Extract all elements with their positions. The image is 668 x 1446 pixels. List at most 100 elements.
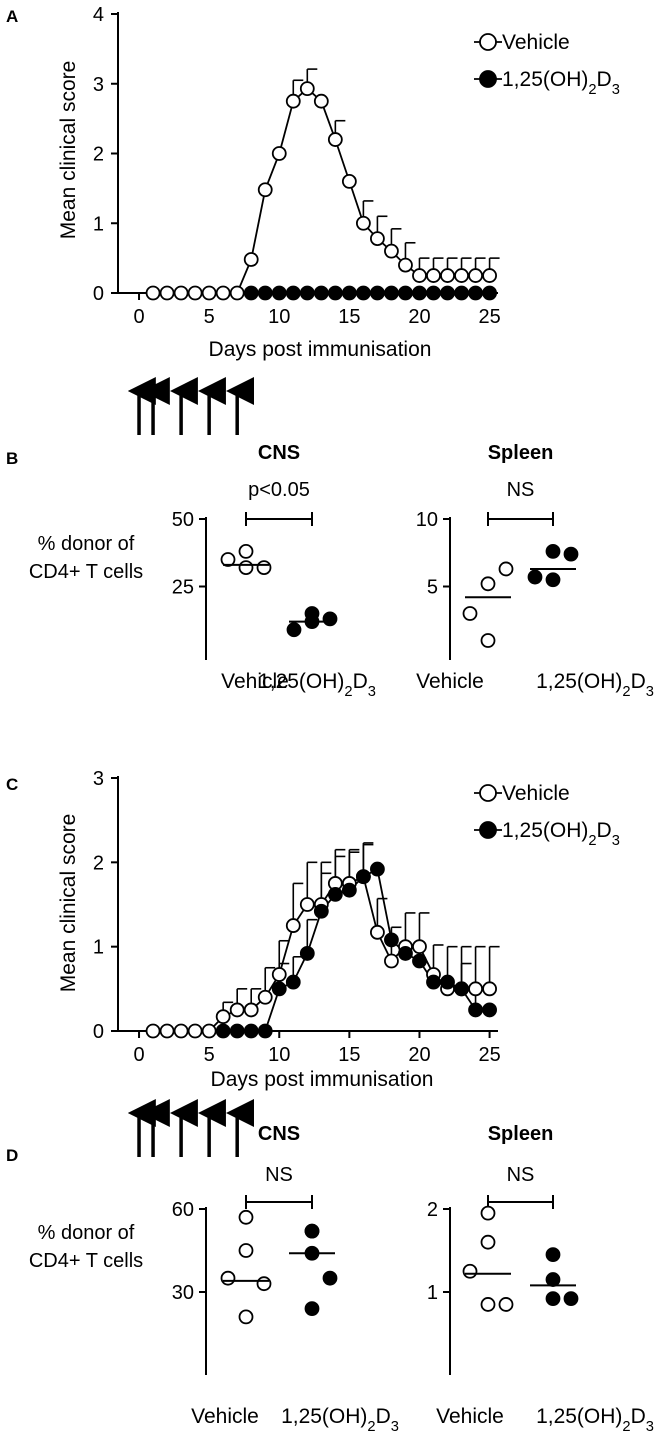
panel-c-treated-point	[426, 974, 441, 990]
panel-d-spleen-vehicle-point	[462, 1263, 478, 1279]
panel-a-vehicle-line	[153, 87, 490, 294]
panel-b-spleen-treated-point	[545, 544, 561, 559]
panel-a-vehicle-point	[243, 252, 259, 267]
panel-d-dot-plots: % donor of CD4+ T cells CNS NS 30 60 Vehicle…	[29, 1123, 654, 1435]
panel-c-vehicle-point	[384, 953, 399, 969]
panel-c-x-axis-label: Days post immunisation	[211, 1068, 434, 1091]
panel-a-treated-point	[454, 285, 469, 301]
panel-c-vehicle-point	[468, 981, 483, 997]
panel-a-treated-point	[257, 285, 273, 301]
panel-d-spleen-title: Spleen	[488, 1123, 554, 1145]
panel-d-y-axis-label-line2: CD4+ T cells	[29, 1250, 143, 1272]
panel-a-treated-point	[243, 285, 259, 301]
panel-a-treated-point	[384, 285, 399, 301]
panel-c-y-tick-label: 3	[93, 768, 104, 790]
panel-b-spleen-treated-point	[545, 572, 561, 588]
panel-b-cns-treated-point	[322, 611, 338, 627]
panel-b-cns-treated-point	[286, 622, 302, 638]
panel-c-treated-point	[257, 1023, 273, 1039]
panel-b-cns-significance-label: p<0.05	[248, 479, 310, 501]
panel-c-vehicle-point	[285, 918, 301, 933]
panel-b-spleen-vehicle-point	[462, 606, 478, 621]
panel-a-legend-label: Vehicle	[502, 31, 570, 54]
panel-d-cns-y-tick-label: 30	[172, 1282, 194, 1304]
panel-c-vehicle-point	[187, 1023, 203, 1039]
panel-c-treated-point	[454, 981, 469, 997]
panel-d-cns-plot: CNS NS 30 60 Vehicle 1,25(OH)2D3	[172, 1123, 399, 1435]
panel-c-treated-point	[468, 1002, 483, 1018]
panel-label-c: C	[6, 775, 18, 794]
panel-a-y-tick-label: 4	[93, 4, 104, 26]
panel-d-cns-treated-point	[304, 1301, 320, 1316]
panel-a-vehicle-point	[271, 146, 287, 161]
panel-a-vehicle-point	[412, 268, 427, 283]
panel-d-spleen-group-label-treated: 1,25(OH)2D3	[536, 1405, 654, 1435]
panel-a-x-tick-label: 10	[268, 306, 290, 328]
panel-c-legend-marker	[479, 821, 497, 839]
panel-a-treated-point	[426, 285, 441, 301]
panel-c-x-tick-label: 10	[268, 1044, 290, 1066]
panel-b-spleen-vehicle-point	[498, 561, 514, 577]
panel-c-legend-marker	[479, 784, 497, 802]
panel-a-treated-point	[285, 285, 301, 301]
panel-a-x-axis-label: Days post immunisation	[209, 338, 432, 361]
panel-d-spleen-group-label-vehicle: Vehicle	[436, 1405, 504, 1428]
panel-d-cns-vehicle-point	[238, 1309, 254, 1325]
panel-a-y-tick-label: 3	[93, 74, 104, 96]
panel-c-treated-point	[243, 1023, 259, 1039]
panel-b-cns-vehicle-point	[238, 560, 254, 575]
panel-a-treated-point	[355, 285, 371, 301]
panel-c-treated-point	[355, 869, 371, 885]
panel-b-cns-y-tick-label: 50	[172, 509, 194, 531]
panel-a-vehicle-point	[440, 268, 455, 283]
panel-c-treated-point	[412, 953, 427, 969]
panel-d-cns-treated-point	[304, 1223, 320, 1239]
panel-c-vehicle-point	[412, 939, 427, 955]
panel-b-cns-group-label-vehicle: Vehicle	[221, 670, 289, 693]
panel-a-vehicle-point	[173, 285, 189, 301]
panel-d-spleen-y-tick-label: 1	[427, 1282, 438, 1304]
panel-c-vehicle-point	[271, 967, 287, 982]
panel-d-cns-y-tick-label: 60	[172, 1199, 194, 1221]
panel-d-spleen-treated-point	[545, 1291, 561, 1307]
panel-a-vehicle-point	[341, 173, 357, 189]
panel-a-x-tick-label: 5	[204, 306, 215, 328]
panel-a-treated-point	[327, 285, 343, 301]
panel-c-x-tick-label: 5	[204, 1044, 215, 1066]
panel-c-y-tick-label: 2	[93, 852, 104, 874]
panel-label-d: D	[6, 1146, 18, 1165]
panel-c-treated-point	[384, 932, 399, 948]
panel-d-spleen-y-tick-label: 2	[427, 1199, 438, 1221]
panel-c-y-tick-label: 1	[93, 937, 104, 959]
panel-c-treated-point	[313, 903, 329, 919]
panel-c-vehicle-point	[201, 1023, 217, 1039]
panel-a-line-chart: Mean clinical score Days post immunisati…	[57, 4, 620, 435]
panel-c-y-axis-label: Mean clinical score	[57, 814, 80, 993]
panel-c-vehicle-point	[173, 1023, 189, 1039]
panel-d-spleen-significance-label: NS	[507, 1164, 535, 1186]
panel-c-treated-point	[229, 1023, 245, 1039]
panel-b-spleen-group-label-treated: 1,25(OH)2D3	[536, 670, 654, 700]
panel-a-x-tick-label: 20	[408, 306, 430, 328]
panel-d-spleen-treated-point	[563, 1291, 579, 1307]
panel-a-treated-point	[468, 285, 483, 301]
panel-b-spleen-group-label-vehicle: Vehicle	[416, 670, 484, 693]
panel-b-cns-vehicle-point	[256, 560, 272, 575]
panel-a-vehicle-point	[426, 268, 441, 283]
panel-d-cns-significance-label: NS	[265, 1164, 293, 1186]
panel-a-treated-point	[271, 285, 287, 301]
panel-c-y-tick-label: 0	[93, 1021, 104, 1043]
panel-c-vehicle-point	[215, 1009, 231, 1025]
panel-c-treated-point	[215, 1023, 231, 1039]
panel-b-spleen-plot: Spleen NS 5 10 Vehicle 1,25(OH)2D3	[416, 442, 654, 700]
panel-d-spleen-vehicle-point	[480, 1234, 496, 1250]
panel-d-cns-vehicle-point	[220, 1270, 236, 1286]
panel-c-vehicle-point	[482, 981, 497, 997]
panel-c-vehicle-point	[299, 897, 315, 912]
panel-d-spleen-vehicle-point	[480, 1297, 496, 1312]
panel-a-y-axis-label: Mean clinical score	[57, 61, 80, 240]
panel-a-vehicle-point	[257, 182, 273, 198]
panel-a-y-tick-label: 0	[93, 283, 104, 305]
panel-c-treated-point	[271, 981, 287, 997]
